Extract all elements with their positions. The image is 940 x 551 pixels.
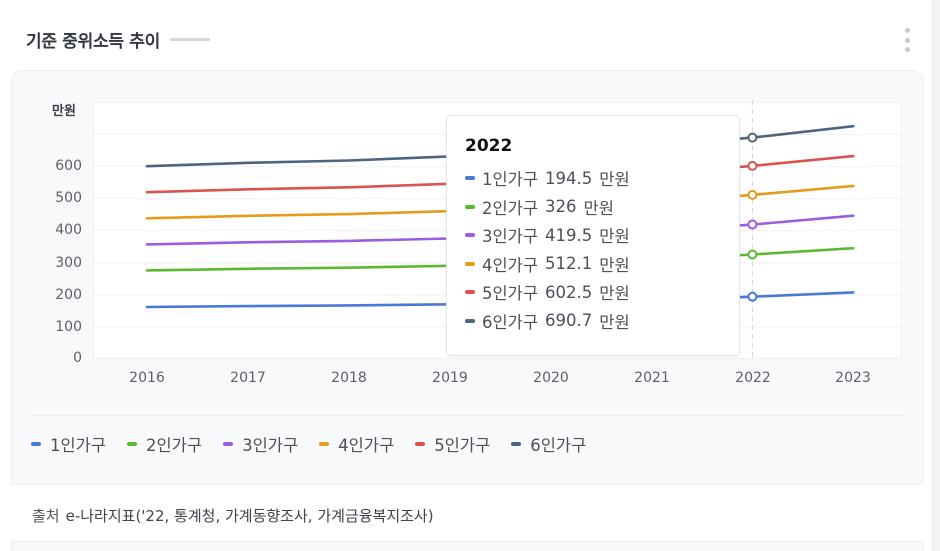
tooltip-value: 326 [545, 197, 577, 217]
tooltip-unit: 만원 [599, 284, 630, 304]
tooltip-row: 3인가구 419.5 만원 [465, 221, 739, 250]
tooltip-value: 602.5 [545, 282, 593, 302]
tooltip-series-label: 4인가구 [482, 255, 539, 275]
x-tick-label: 2020 [533, 370, 569, 386]
legend-item-5person[interactable]: 5인가구 [415, 432, 490, 456]
x-tick-label: 2017 [230, 370, 266, 386]
legend-swatch [31, 442, 41, 446]
tooltip-series-label: 2인가구 [482, 198, 539, 218]
tooltip-value: 512.1 [545, 254, 593, 274]
source-label: 출처 [32, 507, 60, 525]
legend-swatch [511, 442, 522, 446]
tooltip-series-label: 5인가구 [482, 284, 539, 304]
tooltip-unit: 만원 [599, 312, 630, 332]
x-tick-label: 2022 [735, 370, 771, 386]
y-tick-label: 300 [55, 255, 82, 271]
tooltip-unit: 만원 [583, 198, 614, 218]
x-tick-label: 2021 [634, 370, 670, 386]
y-axis-unit-label: 만원 [52, 104, 76, 119]
legend-swatch [319, 442, 330, 446]
tooltip-row: 2인가구 326 만원 [465, 193, 739, 222]
legend-item-6person[interactable]: 6인가구 [511, 432, 586, 456]
tooltip-row: 4인가구 512.1 만원 [465, 250, 739, 279]
legend-label: 2인가구 [146, 436, 203, 455]
legend-swatch [223, 442, 234, 446]
legend-item-3person[interactable]: 3인가구 [223, 432, 298, 456]
series-color-swatch [465, 176, 475, 181]
legend-item-4person[interactable]: 4인가구 [319, 432, 394, 456]
title-underline-decoration [169, 38, 210, 41]
y-tick-label: 500 [55, 190, 82, 206]
menu-dot [904, 47, 910, 52]
chart-tooltip: 2022 1인가구 194.5 만원 2인가구 326 만원 3인가구 419.… [446, 115, 740, 356]
legend-item-1person[interactable]: 1인가구 [31, 432, 106, 456]
tooltip-unit: 만원 [599, 170, 630, 190]
kebab-menu-icon[interactable] [900, 28, 914, 52]
widget-title-text: 기준 중위소득 추이 [26, 32, 160, 52]
x-tick-label: 2018 [331, 370, 367, 386]
chart-legend: 1인가구 2인가구 3인가구 4인가구 5인가구 6인가구 [31, 432, 607, 456]
legend-label: 6인가구 [530, 436, 587, 455]
tooltip-value: 419.5 [545, 225, 593, 245]
tooltip-series-label: 1인가구 [482, 170, 539, 190]
x-tick-label: 2019 [432, 370, 468, 386]
tooltip-year: 2022 [465, 136, 513, 156]
tooltip-value: 690.7 [545, 311, 593, 331]
widget-header: 기준 중위소득 추이 [0, 0, 940, 72]
source-text: e-나라지표('22, 통계청, 가계동향조사, 가계금융복지조사) [65, 507, 434, 525]
series-color-swatch [465, 318, 475, 323]
menu-dot [904, 37, 910, 43]
tooltip-unit: 만원 [599, 255, 630, 275]
source-footer: 출처 e-나라지표('22, 통계청, 가계동향조사, 가계금융복지조사) [11, 484, 924, 542]
series-color-swatch [465, 204, 475, 209]
y-tick-label: 200 [55, 287, 82, 303]
y-tick-label: 600 [55, 158, 82, 174]
legend-label: 3인가구 [242, 436, 299, 455]
legend-label: 5인가구 [434, 436, 491, 455]
y-tick-label: 400 [55, 222, 82, 238]
legend-swatch [415, 442, 426, 446]
widget-title: 기준 중위소득 추이 [26, 27, 210, 52]
series-color-swatch [465, 290, 475, 295]
x-tick-label: 2016 [129, 370, 165, 386]
series-color-swatch [465, 261, 475, 266]
tooltip-unit: 만원 [599, 227, 630, 247]
menu-dot [904, 28, 910, 33]
tooltip-row: 5인가구 602.5 만원 [465, 278, 739, 307]
legend-label: 4인가구 [338, 436, 395, 455]
tooltip-row: 1인가구 194.5 만원 [465, 164, 739, 193]
series-color-swatch [465, 233, 475, 238]
tooltip-series-label: 6인가구 [482, 312, 539, 332]
legend-label: 1인가구 [50, 436, 107, 455]
x-tick-label: 2023 [835, 370, 871, 386]
scrollbar-track[interactable] [932, 0, 940, 551]
tooltip-series-label: 3인가구 [482, 227, 539, 247]
y-tick-label: 0 [73, 350, 82, 366]
source-citation: 출처 e-나라지표('22, 통계청, 가계동향조사, 가계금융복지조사) [32, 505, 434, 526]
legend-divider [32, 415, 904, 416]
legend-swatch [127, 442, 138, 446]
legend-item-2person[interactable]: 2인가구 [127, 432, 202, 456]
y-tick-label: 100 [55, 319, 82, 335]
tooltip-value: 194.5 [545, 168, 593, 188]
tooltip-row: 6인가구 690.7 만원 [465, 307, 739, 336]
